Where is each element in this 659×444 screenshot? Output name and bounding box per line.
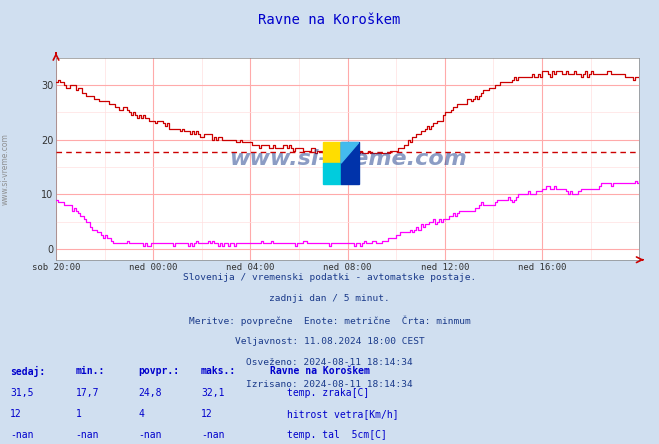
- Text: Meritve: povprečne  Enote: metrične  Črta: minmum: Meritve: povprečne Enote: metrične Črta:…: [188, 316, 471, 326]
- Text: -nan: -nan: [76, 430, 100, 440]
- Text: 1: 1: [76, 409, 82, 419]
- Text: maks.:: maks.:: [201, 366, 236, 377]
- Text: www.si-vreme.com: www.si-vreme.com: [229, 149, 467, 169]
- Text: Osveženo: 2024-08-11 18:14:34: Osveženo: 2024-08-11 18:14:34: [246, 358, 413, 367]
- Polygon shape: [341, 142, 359, 163]
- Text: min.:: min.:: [76, 366, 105, 377]
- Text: -nan: -nan: [10, 430, 34, 440]
- Text: hitrost vetra[Km/h]: hitrost vetra[Km/h]: [287, 409, 398, 419]
- Text: Ravne na Koroškem: Ravne na Koroškem: [270, 366, 370, 377]
- Text: 12: 12: [10, 409, 22, 419]
- Bar: [341, 142, 359, 184]
- Text: Slovenija / vremenski podatki - avtomatske postaje.: Slovenija / vremenski podatki - avtomats…: [183, 273, 476, 282]
- Text: 4: 4: [138, 409, 144, 419]
- Text: 24,8: 24,8: [138, 388, 162, 398]
- Text: Veljavnost: 11.08.2024 18:00 CEST: Veljavnost: 11.08.2024 18:00 CEST: [235, 337, 424, 346]
- Text: -nan: -nan: [138, 430, 162, 440]
- Text: 17,7: 17,7: [76, 388, 100, 398]
- Text: -nan: -nan: [201, 430, 225, 440]
- Text: povpr.:: povpr.:: [138, 366, 179, 377]
- Text: www.si-vreme.com: www.si-vreme.com: [1, 133, 10, 205]
- Bar: [323, 163, 341, 184]
- Text: 31,5: 31,5: [10, 388, 34, 398]
- Text: 32,1: 32,1: [201, 388, 225, 398]
- Text: sedaj:: sedaj:: [10, 366, 45, 377]
- Text: 12: 12: [201, 409, 213, 419]
- Text: temp. tal  5cm[C]: temp. tal 5cm[C]: [287, 430, 387, 440]
- Text: temp. zraka[C]: temp. zraka[C]: [287, 388, 369, 398]
- Text: Izrisano: 2024-08-11 18:14:34: Izrisano: 2024-08-11 18:14:34: [246, 380, 413, 388]
- Text: zadnji dan / 5 minut.: zadnji dan / 5 minut.: [269, 294, 390, 303]
- Bar: [323, 142, 341, 163]
- Text: Ravne na Koroškem: Ravne na Koroškem: [258, 13, 401, 27]
